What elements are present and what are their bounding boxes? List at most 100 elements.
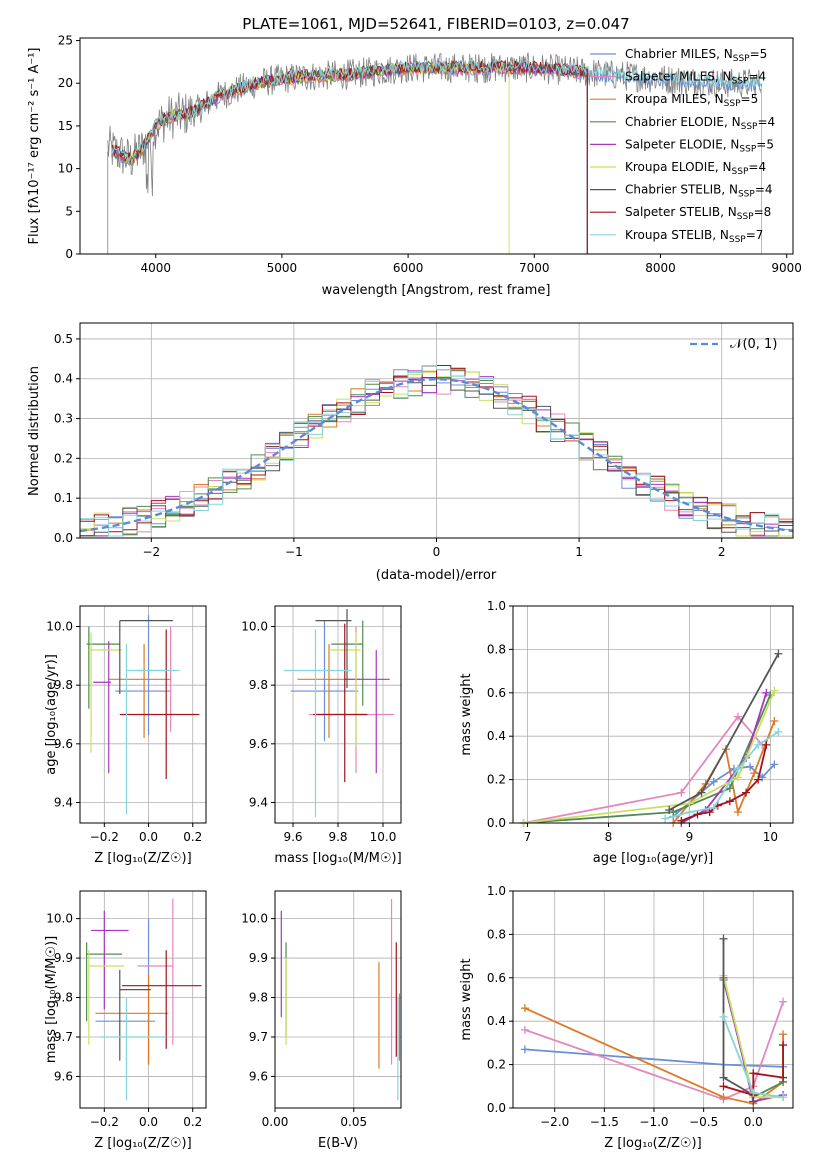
mw-vs-z-marker [520,1025,529,1034]
mw-vs-age-series-salpeter_elodie [677,688,771,827]
age-vs-z-xtick-label: 0.0 [139,830,158,844]
age-vs-mass-point-chabrier_miles [290,620,359,741]
age-vs-mass-xtick-label: 9.8 [328,830,347,844]
spectrum-panel: PLATE=1061, MJD=52641, FIBERID=0103, z=0… [27,15,802,298]
mw-vs-z-marker [779,1073,788,1082]
mw-vs-z-ylabel: mass weight [459,958,474,1040]
legend-label-kroupa_elodie: Kroupa ELODIE, NSSP=4 [625,160,766,177]
spectrum-xtick-label: 5000 [267,261,298,275]
mw-vs-z-ytick-label: 1.0 [487,884,506,898]
mw-vs-z-xtick-label: −0.5 [689,1115,718,1129]
spectrum-ytick-label: 0 [65,247,73,261]
mw-vs-z-series-salpeter_stelib [719,1041,788,1099]
mass-weight-vs-age-panel: 7 8 9 10 0.0 0.2 0.4 0.6 0.8 1.0 age [log₁₀(age/yr… [459,599,794,866]
residual-legend: 𝒩(0, 1) [690,337,777,352]
mw-vs-age-xlabel: age [log₁₀(age/yr)] [593,851,714,866]
model-spectrum-kroupa_stelib [111,58,762,254]
mass-vs-z-grid [80,891,206,1108]
mw-vs-z-ytick-label: 0.2 [487,1058,506,1072]
mw-vs-age-axes: 7 8 9 10 0.0 0.2 0.4 0.6 0.8 1.0 [487,599,778,844]
mw-vs-age-marker [709,777,718,786]
mw-vs-age-marker [774,727,783,736]
mw-vs-z-marker [779,1093,788,1102]
age-vs-z-point-kroupa_stelib [125,644,180,815]
mass-vs-z-point-kroupa_stelib [99,997,167,1101]
mass-vs-ebv-ytick-label: 9.7 [249,1030,268,1044]
mw-vs-age-series-chabrier_stelib [665,649,783,814]
residual-histogram-panel: −2 −1 0 1 2 0.0 0.1 0.2 0.3 0.4 0.5 𝒩(0, 1) (data-… [27,322,794,583]
mw-vs-z-marker [719,934,728,943]
age-vs-mass-xtick-label: 10.0 [370,830,397,844]
mw-vs-age-marker [685,799,694,808]
spectrum-xtick-label: 8000 [645,261,676,275]
model-spectrum-chabrier_stelib [111,59,588,254]
age-vs-z-axes: −0.2 0.0 0.2 9.4 9.6 9.8 10.0 [46,620,202,844]
mw-vs-z-marker [779,997,788,1006]
mass-vs-z-point-salpeter_stelib [122,950,202,1049]
gaussian-curve [79,377,794,533]
mass-vs-z-xlabel: Z [log₁₀(Z/Z☉)] [94,1136,191,1151]
legend-label-kroupa_stelib: Kroupa STELIB, NSSP=7 [625,228,763,245]
spectrum-ytick-label: 5 [65,204,73,218]
mass-vs-z-point-kroupa_miles [95,973,169,1065]
mw-vs-age-marker [733,712,742,721]
age-vs-z-ylabel: age [log₁₀(age/yr)] [44,654,59,775]
spectrum-title: PLATE=1061, MJD=52641, FIBERID=0103, z=0… [242,15,629,33]
mass-weight-vs-metallicity-panel: −2.0 −1.5 −1.0 −0.5 0.0 0.0 0.2 0.4 0.6 0.8 1.0 Z [… [459,884,794,1151]
mass-vs-metallicity-panel: −0.2 0.0 0.2 9.6 9.7 9.8 9.9 10.0 Z [log₁₀(Z/Z☉)… [44,890,207,1151]
residual-grid [80,323,793,539]
mw-vs-age-marker [677,788,686,797]
mw-vs-z-axes: −2.0 −1.5 −1.0 −0.5 0.0 0.0 0.2 0.4 0.6 0.8 1.0 [487,884,763,1129]
age-vs-z-frame [79,605,207,824]
mass-vs-ebv-frame [274,890,402,1109]
mw-vs-age-grid [513,605,793,824]
spectrum-xtick-label: 9000 [771,261,802,275]
mass-vs-z-ytick-label: 9.6 [54,1069,73,1083]
mw-vs-age-marker [770,686,779,695]
observed-spectrum-line [107,52,762,197]
mw-vs-age-marker [754,775,763,784]
mw-vs-age-marker [742,788,751,797]
age-vs-z-xlabel: Z [log₁₀(Z/Z☉)] [94,851,191,866]
mw-vs-z-marker [779,1030,788,1039]
mw-vs-age-xtick-label: 7 [524,830,532,844]
mw-vs-age-marker [693,810,702,819]
mw-vs-age-marker [705,808,714,817]
mw-vs-age-marker [725,784,734,793]
spectrum-ylabel: Flux [fλ10⁻¹⁷ erg cm⁻² s⁻¹ A⁻¹] [27,48,42,245]
mw-vs-z-frame [512,890,794,1109]
mw-vs-age-line [523,690,776,824]
age-vs-z-ytick-label: 9.6 [54,737,73,751]
age-vs-mass-ytick-label: 9.4 [249,795,268,809]
spectrum-ytick-label: 20 [58,76,73,90]
age-vs-mass-ytick-label: 9.8 [249,678,268,692]
age-vs-mass-point-kroupa_stelib [284,629,352,818]
model-spectrum-kroupa_miles [111,61,588,254]
age-vs-mass-xlabel: mass [log₁₀(M/M☉)] [274,851,401,866]
legend-label-chabrier_elodie: Chabrier ELODIE, NSSP=4 [625,115,775,132]
residual-ylabel: Normed distribution [27,366,42,496]
residual-ytick-label: 0.4 [54,372,73,386]
age-vs-mass-xtick-label: 9.6 [283,830,302,844]
mass-vs-ebv-xtick-label: 0.00 [262,1115,289,1129]
mw-vs-age-ylabel: mass weight [459,673,474,755]
model-spectrum-salpeter_miles [111,62,588,254]
mw-vs-age-marker [697,788,706,797]
mass-vs-ebv-ytick-label: 9.8 [249,991,268,1005]
legend-label-salpeter_stelib: Salpeter STELIB, NSSP=8 [625,205,771,222]
age-vs-z-point-chabrier_miles [115,614,171,736]
mass-vs-ebv-xtick-label: 0.05 [340,1115,367,1129]
model-spectrum-kroupa_elodie [111,60,510,254]
mass-vs-ebv-grid [274,891,401,1108]
mw-vs-z-marker [719,1073,728,1082]
mw-vs-z-xtick-label: −1.5 [590,1115,619,1129]
residual-axes: −2 −1 0 1 2 0.0 0.1 0.2 0.3 0.4 0.5 [54,332,726,559]
histogram-salpeter_stelib [80,365,793,533]
mw-vs-z-xtick-label: −2.0 [540,1115,569,1129]
mw-vs-age-marker [661,814,670,823]
legend-label-salpeter_elodie: Salpeter ELODIE, NSSP=5 [625,137,774,154]
mw-vs-age-ytick-label: 0.4 [487,729,506,743]
mass-vs-z-ytick-label: 9.9 [54,951,73,965]
model-spectrum-chabrier_elodie [111,60,588,254]
histogram-chabrier_stelib [80,376,793,537]
